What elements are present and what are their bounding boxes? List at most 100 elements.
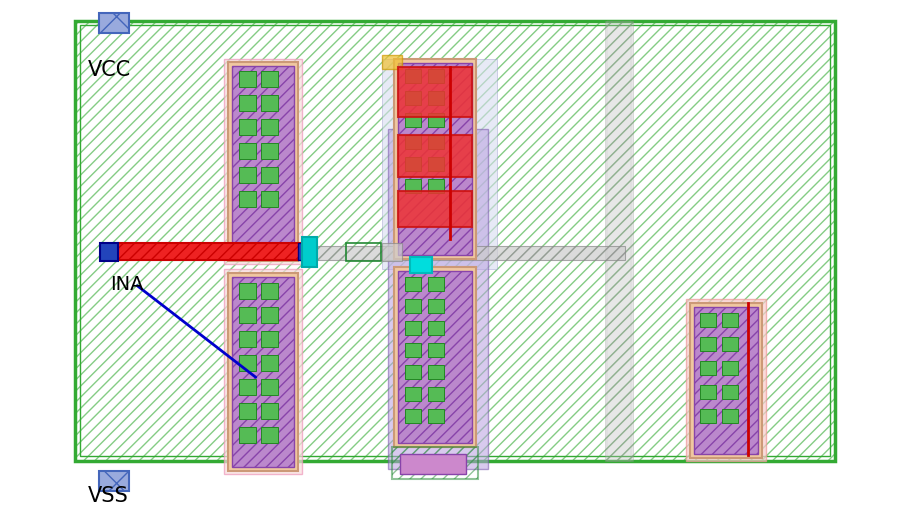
Bar	[224, 270, 302, 474]
Bar	[239, 120, 256, 136]
Bar	[99, 14, 129, 34]
Bar	[722, 385, 738, 399]
Bar	[405, 277, 421, 291]
Bar	[388, 130, 488, 469]
Bar	[400, 454, 466, 474]
Bar	[405, 387, 421, 401]
Bar	[428, 114, 444, 128]
Bar	[232, 277, 294, 467]
Bar	[100, 246, 625, 261]
Bar	[239, 403, 256, 419]
Bar	[239, 356, 256, 371]
Bar	[405, 70, 421, 84]
Bar	[428, 180, 444, 193]
Bar	[239, 96, 256, 112]
Bar	[239, 427, 256, 443]
Bar	[239, 168, 256, 184]
Bar	[607, 22, 631, 461]
Bar	[722, 409, 738, 423]
Bar	[605, 22, 633, 461]
Bar	[99, 471, 129, 491]
Bar	[398, 191, 472, 228]
Bar	[700, 385, 716, 399]
Bar	[239, 308, 256, 323]
Bar	[405, 114, 421, 128]
Bar	[428, 409, 444, 423]
Bar	[700, 337, 716, 351]
Bar	[428, 343, 444, 358]
Bar	[722, 314, 738, 327]
Bar	[428, 277, 444, 291]
Bar	[261, 331, 278, 347]
Bar	[298, 243, 306, 261]
Bar	[405, 409, 421, 423]
Bar	[410, 258, 432, 274]
Bar	[394, 60, 476, 260]
Bar	[428, 365, 444, 379]
Bar	[224, 60, 302, 265]
Bar	[428, 70, 444, 84]
Bar	[405, 299, 421, 314]
Bar	[700, 361, 716, 375]
Bar	[261, 427, 278, 443]
Bar	[228, 274, 298, 471]
Bar	[239, 331, 256, 347]
Bar	[261, 144, 278, 160]
Bar	[261, 403, 278, 419]
Bar	[261, 191, 278, 208]
Bar	[75, 22, 835, 461]
Bar	[722, 337, 738, 351]
Bar	[382, 56, 402, 70]
Bar	[405, 92, 421, 106]
Bar	[118, 243, 301, 261]
Bar	[428, 299, 444, 314]
Bar	[694, 308, 758, 454]
Bar	[398, 272, 472, 443]
Bar	[100, 243, 118, 262]
Bar	[405, 136, 421, 149]
Bar	[398, 136, 472, 178]
Bar	[428, 136, 444, 149]
Bar	[428, 321, 444, 335]
Bar	[405, 321, 421, 335]
Bar	[239, 379, 256, 395]
Bar	[239, 283, 256, 299]
Bar	[405, 365, 421, 379]
Bar	[261, 96, 278, 112]
Bar	[700, 409, 716, 423]
Bar	[398, 64, 472, 256]
Bar	[239, 144, 256, 160]
Bar	[302, 237, 317, 268]
Bar	[346, 243, 381, 262]
Bar	[261, 168, 278, 184]
Bar	[392, 447, 478, 479]
Text: INA: INA	[110, 274, 143, 293]
Bar	[428, 387, 444, 401]
Bar	[382, 243, 402, 262]
Bar	[405, 343, 421, 358]
Bar	[261, 356, 278, 371]
Bar	[405, 180, 421, 193]
Bar	[428, 92, 444, 106]
Bar	[80, 26, 830, 456]
Bar	[261, 308, 278, 323]
Bar	[398, 68, 472, 118]
Bar	[232, 67, 294, 258]
Bar	[228, 63, 298, 262]
Bar	[239, 72, 256, 88]
Bar	[700, 314, 716, 327]
Bar	[686, 299, 766, 461]
Bar	[394, 268, 476, 447]
Bar	[382, 60, 497, 270]
Bar	[690, 304, 762, 458]
Text: VSS: VSS	[88, 485, 129, 505]
Bar	[239, 191, 256, 208]
Bar	[261, 120, 278, 136]
Bar	[261, 283, 278, 299]
Bar	[428, 158, 444, 172]
Bar	[722, 361, 738, 375]
Text: VCC: VCC	[88, 60, 131, 80]
Bar	[75, 22, 835, 461]
Bar	[261, 72, 278, 88]
Bar	[405, 158, 421, 172]
